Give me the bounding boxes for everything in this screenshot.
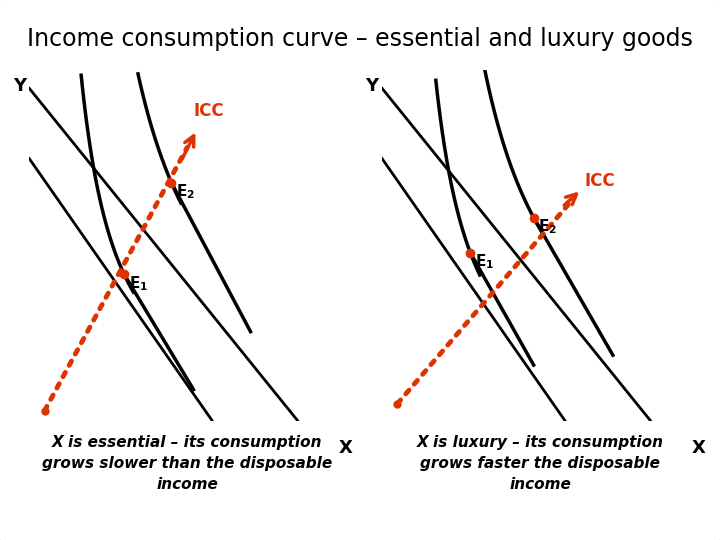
Text: $\mathbf{E_2}$: $\mathbf{E_2}$ [539, 218, 557, 237]
Text: Y: Y [13, 77, 26, 95]
Text: X: X [338, 438, 353, 457]
Text: X is luxury – its consumption
grows faster the disposable
income: X is luxury – its consumption grows fast… [416, 435, 664, 492]
Text: ICC: ICC [585, 172, 615, 190]
Text: Y: Y [366, 77, 379, 95]
Text: X: X [691, 438, 706, 457]
Text: $\mathbf{E_1}$: $\mathbf{E_1}$ [475, 253, 494, 272]
Text: Income consumption curve – essential and luxury goods: Income consumption curve – essential and… [27, 27, 693, 51]
Text: $\mathbf{E_1}$: $\mathbf{E_1}$ [129, 274, 148, 293]
Text: X is essential – its consumption
grows slower than the disposable
income: X is essential – its consumption grows s… [42, 435, 333, 492]
Text: ICC: ICC [194, 102, 224, 120]
Text: $\mathbf{E_2}$: $\mathbf{E_2}$ [176, 183, 195, 201]
